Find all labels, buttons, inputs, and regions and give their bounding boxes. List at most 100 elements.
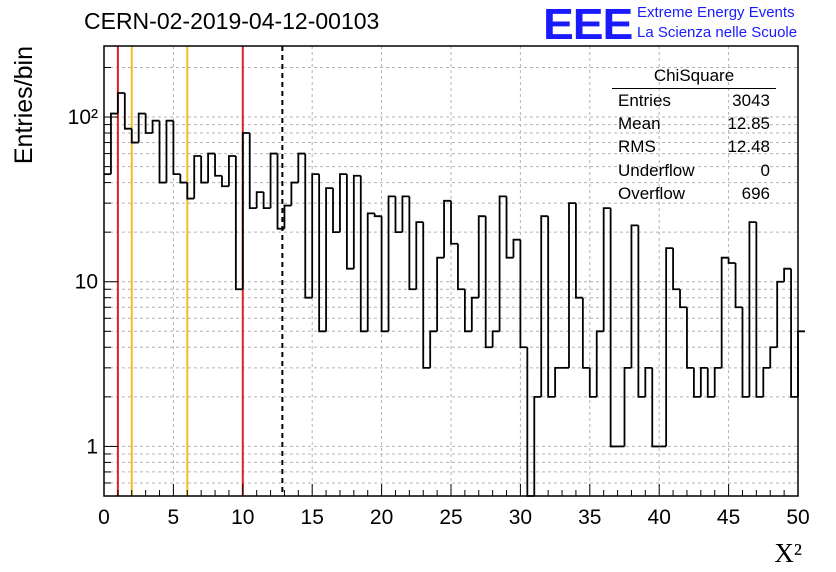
histogram-bin: [748, 221, 757, 397]
histogram-bin: [200, 156, 209, 184]
histogram-bin: [387, 195, 396, 332]
histogram-bin: [193, 155, 202, 199]
histogram-bin: [672, 248, 681, 291]
histogram-bin: [297, 152, 306, 183]
x-tick-label: 20: [370, 506, 393, 529]
histogram-bin: [352, 174, 361, 269]
histogram-bin: [588, 367, 597, 398]
axes: 0 5 10 15 20 25 30 35 40 45 50 1 10 10² Entries/bin X²: [10, 46, 810, 568]
histogram-bin: [734, 262, 743, 309]
histogram-bin: [130, 128, 139, 144]
stats-value: 12.48: [727, 137, 770, 157]
histogram-bin: [769, 346, 778, 368]
x-tick-label: 5: [168, 506, 180, 529]
grid-layer: [104, 46, 798, 496]
histogram-bin: [443, 199, 451, 258]
stats-value: 3043: [732, 91, 770, 110]
y-tick-label: 1: [86, 435, 98, 458]
histogram-bin: [214, 153, 222, 177]
histogram-bin: [373, 213, 382, 218]
histogram-bin: [540, 215, 549, 397]
histogram-bin: [727, 257, 736, 264]
histogram-bin: [484, 216, 493, 349]
histogram-bin: [554, 366, 563, 397]
histogram-bin: [463, 289, 472, 333]
histogram-bin: [651, 367, 660, 448]
histogram-bin: [762, 366, 771, 397]
histogram-bin: [221, 175, 229, 188]
stats-title: ChiSquare: [653, 66, 735, 85]
histogram-bin: [630, 224, 639, 368]
histogram-bin: [332, 188, 340, 234]
histogram-bin: [595, 330, 604, 397]
histogram-bin: [644, 366, 653, 397]
stats-row-entries: Entries 3043: [612, 89, 776, 112]
histogram-bin: [623, 366, 632, 447]
y-axis-label: Entries/bin: [10, 46, 38, 164]
x-tick-label: 10: [231, 506, 254, 529]
histogram-bin: [533, 395, 542, 496]
histogram-bin: [575, 203, 583, 299]
histogram-bin: [255, 191, 264, 209]
histogram-bin: [457, 243, 465, 291]
stats-value: 0: [760, 160, 770, 180]
histogram-bin: [436, 256, 445, 332]
histogram-bin: [207, 152, 216, 183]
histogram-bin: [394, 196, 403, 234]
histogram-bin: [491, 330, 500, 348]
histogram-bin: [429, 330, 438, 368]
histogram-bin: [526, 347, 535, 497]
histogram-bin: [408, 196, 417, 291]
histogram-bin: [505, 196, 514, 259]
histogram-bin: [713, 366, 722, 397]
logo-line-1: Extreme Energy Events: [637, 4, 795, 21]
histogram-bin: [602, 207, 611, 332]
stats-label: Mean: [618, 114, 661, 134]
y-tick-label: 10: [75, 271, 98, 294]
y-tick-label: 10²: [68, 106, 98, 129]
histogram-bin: [477, 215, 486, 298]
histogram-bin: [699, 366, 708, 397]
histogram-bin: [346, 174, 354, 270]
histogram-bin: [450, 200, 458, 245]
histogram-bin: [116, 92, 125, 114]
logo-line-2: La Scienza nelle Scuole: [637, 24, 798, 41]
stats-label: RMS: [618, 137, 656, 157]
x-tick-label: 40: [648, 506, 671, 529]
histogram-bin: [519, 239, 528, 349]
histogram-bin: [269, 152, 278, 209]
stats-divider: [612, 88, 776, 89]
histogram-bin: [359, 175, 368, 333]
stats-label: Underflow: [618, 160, 695, 180]
stats-label: Overflow: [618, 183, 686, 203]
histogram-bin: [568, 202, 576, 368]
x-tick-label: 25: [439, 506, 462, 529]
histogram-bin: [151, 119, 160, 134]
histogram-series: [104, 92, 805, 497]
histogram-bin: [679, 289, 687, 309]
histogram-bin: [790, 268, 798, 398]
histogram-bin: [512, 238, 521, 258]
x-axis-label: X²: [774, 538, 802, 568]
histogram-bin: [276, 153, 285, 230]
histogram-bin: [241, 132, 250, 290]
x-tick-label: 35: [578, 506, 601, 529]
x-tick-label: 30: [509, 506, 532, 529]
histogram-bin: [144, 113, 153, 134]
histogram-bin: [262, 192, 271, 209]
histogram-bin: [741, 307, 750, 398]
histogram-bin: [706, 367, 715, 398]
histogram-bin: [304, 153, 313, 299]
chart-title: CERN-02-2019-04-12-00103: [84, 8, 380, 34]
histogram-bin: [228, 155, 236, 187]
histogram-bin: [186, 182, 195, 200]
histogram-bin: [110, 112, 118, 175]
histogram-bin: [720, 256, 729, 368]
histogram-bin: [172, 120, 181, 176]
histogram-bin: [609, 208, 618, 448]
histogram-bin: [339, 173, 347, 233]
histogram-bin: [290, 181, 299, 206]
histogram-bin: [311, 173, 320, 298]
x-tick-label: 50: [786, 506, 809, 529]
